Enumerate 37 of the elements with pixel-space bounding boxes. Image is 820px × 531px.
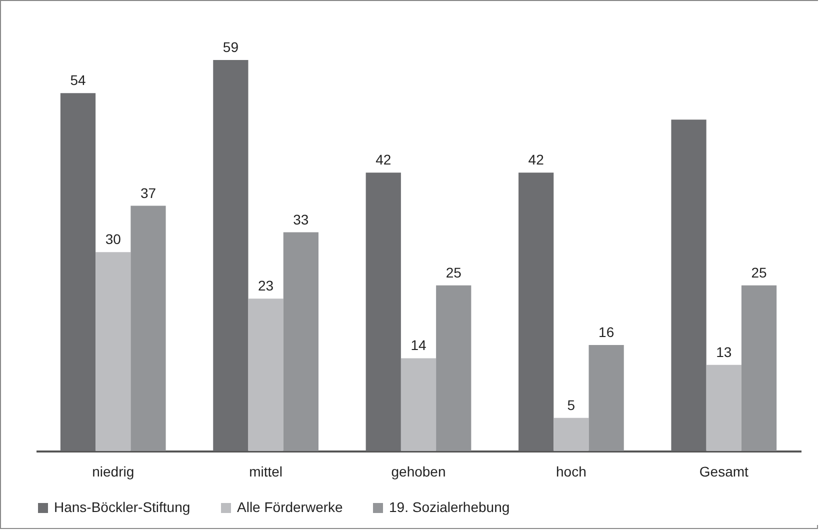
data-label: 59	[222, 39, 239, 55]
bar	[741, 285, 777, 451]
data-label: 37	[140, 184, 156, 201]
x-tick-label: mittel	[249, 464, 283, 480]
data-label: 30	[105, 231, 122, 248]
data-label: 33	[293, 211, 309, 228]
bar	[130, 206, 166, 451]
bar	[366, 172, 401, 451]
bar	[518, 172, 554, 451]
data-label: 42	[376, 152, 392, 168]
data-label: 54	[70, 72, 86, 88]
bar	[588, 344, 624, 451]
data-label: 23	[258, 278, 274, 294]
bar	[96, 252, 131, 451]
bar	[213, 60, 248, 451]
data-label: 5	[567, 396, 576, 413]
legend-label: Alle Förderwerke	[237, 499, 344, 515]
data-label: 16	[598, 324, 614, 340]
bar	[60, 93, 96, 451]
bar	[283, 232, 318, 451]
x-tick-label: Gesamt	[699, 464, 749, 480]
bar	[554, 418, 589, 451]
x-tick-label: gehoben	[391, 464, 446, 480]
data-label: 25	[446, 264, 462, 280]
data-label: 25	[751, 264, 768, 280]
bar	[436, 285, 472, 451]
bar	[706, 364, 742, 451]
bar	[671, 120, 706, 451]
bar	[400, 358, 436, 451]
x-tick-label: hoch	[556, 464, 586, 480]
legend-label: 19. Sozialerhebung	[389, 499, 510, 515]
legend-label: Hans-Böckler-Stiftung	[54, 499, 190, 515]
data-label: 42	[528, 152, 544, 168]
data-label: 14	[410, 337, 426, 354]
bar	[248, 298, 284, 451]
x-tick-label: niedrig	[92, 464, 134, 480]
data-label: 13	[716, 344, 732, 360]
